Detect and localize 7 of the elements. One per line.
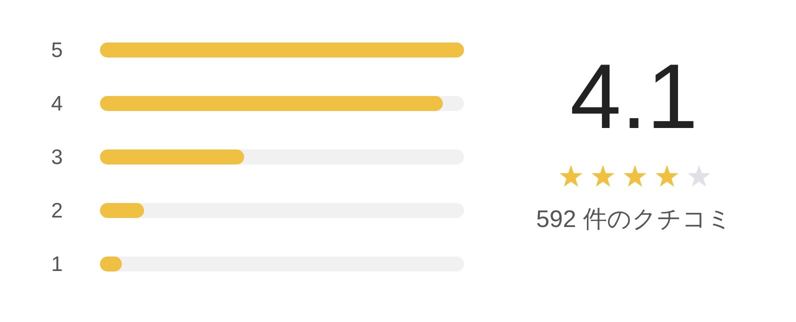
y-tick-label: 1	[51, 253, 63, 276]
text: 592 件のクチコミ	[536, 206, 732, 233]
y-tick-label: 3	[51, 146, 63, 169]
text: 4.1	[570, 46, 698, 148]
y-tick-label: 2	[51, 200, 63, 222]
y-tick-label: 4	[51, 92, 64, 116]
y-tick-label: 5	[51, 39, 63, 62]
